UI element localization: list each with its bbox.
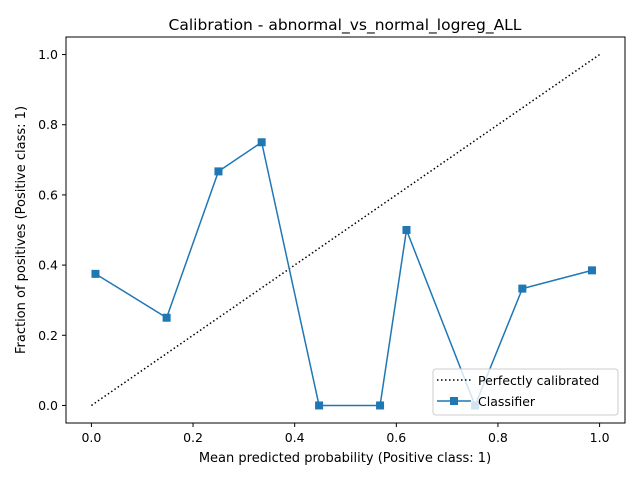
classifier-line	[95, 141, 593, 408]
x-tick-label: 0.4	[285, 430, 305, 445]
classifier-point	[162, 313, 171, 322]
y-tick-label: 0.2	[38, 328, 58, 343]
classifier-point	[376, 401, 385, 410]
y-axis-label: Fraction of positives (Positive class: 1…	[14, 106, 29, 354]
chart-title: Calibration - abnormal_vs_normal_logreg_…	[169, 16, 522, 35]
y-tick-label: 0.8	[38, 117, 58, 132]
classifier-point	[402, 226, 411, 234]
classifier-point	[214, 167, 223, 176]
x-axis-label: Mean predicted probability (Positive cla…	[199, 451, 491, 466]
plot-frame	[65, 36, 626, 424]
classifier-point	[518, 284, 527, 293]
y-tick-label: 0.4	[38, 258, 58, 273]
legend: Perfectly calibrated Classifier	[432, 368, 619, 416]
x-axis: 0.0 0.2 0.4 0.6 0.8 1.0	[81, 423, 610, 445]
x-tick-label: 0.0	[81, 430, 101, 445]
y-tick-label: 0.0	[38, 398, 58, 413]
x-tick-label: 0.2	[183, 430, 203, 445]
x-tick-label: 0.8	[488, 430, 508, 445]
perfectly-calibrated-line	[90, 53, 601, 407]
legend-label-classifier: Classifier	[478, 394, 536, 409]
classifier-point	[257, 138, 266, 147]
classifier-point	[315, 401, 324, 410]
x-tick-label: 0.6	[386, 430, 406, 445]
legend-label-perfect: Perfectly calibrated	[478, 373, 599, 388]
legend-marker-classifier	[450, 397, 458, 405]
x-tick-label: 1.0	[590, 430, 610, 445]
legend-box	[432, 368, 619, 416]
y-axis: 0.0 0.2 0.4 0.6 0.8 1.0	[38, 47, 66, 413]
classifier-point	[587, 266, 596, 275]
y-tick-label: 1.0	[38, 47, 58, 62]
y-tick-label: 0.6	[38, 187, 58, 202]
classifier-point	[91, 269, 100, 278]
